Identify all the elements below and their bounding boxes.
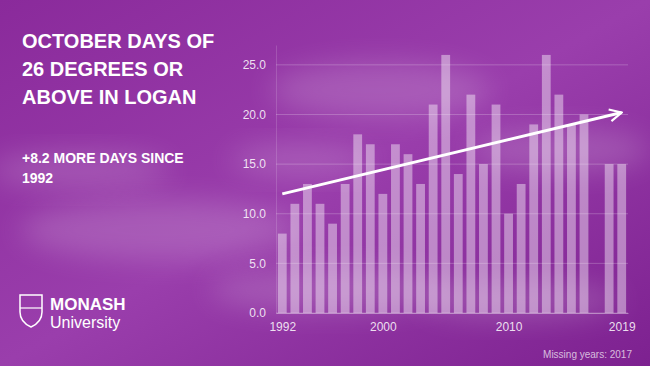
bar xyxy=(542,55,551,313)
bar xyxy=(529,124,538,313)
y-tick: 10.0 xyxy=(243,207,276,221)
bar xyxy=(404,154,413,313)
bar xyxy=(416,184,425,313)
y-tick-label: 5.0 xyxy=(249,257,266,271)
bar xyxy=(517,184,526,313)
bar xyxy=(366,144,375,313)
y-axis-line xyxy=(276,46,277,314)
bar xyxy=(316,204,325,313)
bar xyxy=(378,194,387,313)
bar xyxy=(353,134,362,313)
y-tick-label: 20.0 xyxy=(243,108,267,122)
y-tick: 15.0 xyxy=(243,157,276,171)
cloud xyxy=(230,144,370,176)
y-tick-label: 25.0 xyxy=(243,58,267,72)
bar xyxy=(391,144,400,313)
x-tick: 2019 xyxy=(609,313,636,334)
plot-area xyxy=(278,55,626,313)
grid xyxy=(276,65,628,313)
x-axis: 1992 2000 2010 2019 xyxy=(269,313,635,334)
logo-shield-bar xyxy=(20,307,42,308)
y-axis: 0.0 5.0 10.0 15.0 20.0 25.0 xyxy=(243,46,277,321)
clouds xyxy=(0,62,650,320)
y-tick: 5.0 xyxy=(249,257,276,271)
y-tick: 25.0 xyxy=(243,58,276,72)
x-tick-label: 2010 xyxy=(496,320,523,334)
x-tick: 2000 xyxy=(370,313,397,334)
logo-text: MONASH xyxy=(50,295,126,314)
logo: MONASHUniversity xyxy=(20,295,126,331)
logo-shield xyxy=(20,295,42,327)
bar xyxy=(441,55,450,313)
cloud xyxy=(270,62,490,118)
bar xyxy=(617,164,626,313)
trend-arrow xyxy=(282,112,621,193)
grid-line xyxy=(276,114,628,115)
logo-subtext: University xyxy=(50,314,120,331)
bar xyxy=(479,164,488,313)
title: OCTOBER DAYS OF26 DEGREES ORABOVE IN LOG… xyxy=(22,30,214,108)
y-tick: 20.0 xyxy=(243,108,276,122)
y-tick-label: 10.0 xyxy=(243,207,267,221)
cloud xyxy=(20,200,300,260)
y-tick-label: 15.0 xyxy=(243,157,267,171)
bar xyxy=(504,214,513,313)
x-axis-line xyxy=(277,313,629,314)
x-tick: 1992 xyxy=(269,313,296,334)
bar xyxy=(429,105,438,313)
bar xyxy=(466,95,475,313)
x-tick-label: 2019 xyxy=(609,320,636,334)
bar xyxy=(492,105,501,313)
bar xyxy=(580,114,589,313)
bar xyxy=(341,184,350,313)
x-tick-label: 2000 xyxy=(370,320,397,334)
chart: 0.0 5.0 10.0 15.0 20.0 25.0 1992 2000 2010 2019 OC… xyxy=(0,0,650,366)
x-tick: 2010 xyxy=(496,313,523,334)
subtitle: +8.2 MORE DAYS SINCE1992 xyxy=(22,150,184,186)
bar xyxy=(567,124,576,313)
bar xyxy=(290,204,299,313)
x-tick-label: 1992 xyxy=(269,320,296,334)
bar xyxy=(454,174,463,313)
note: Missing years: 2017 xyxy=(543,349,632,360)
y-tick-label: 0.0 xyxy=(249,306,266,320)
bar xyxy=(278,234,287,313)
bar xyxy=(303,184,312,313)
grid-line xyxy=(276,64,628,65)
bar xyxy=(605,164,614,313)
bar xyxy=(328,224,337,313)
y-tick: 0.0 xyxy=(249,306,276,320)
